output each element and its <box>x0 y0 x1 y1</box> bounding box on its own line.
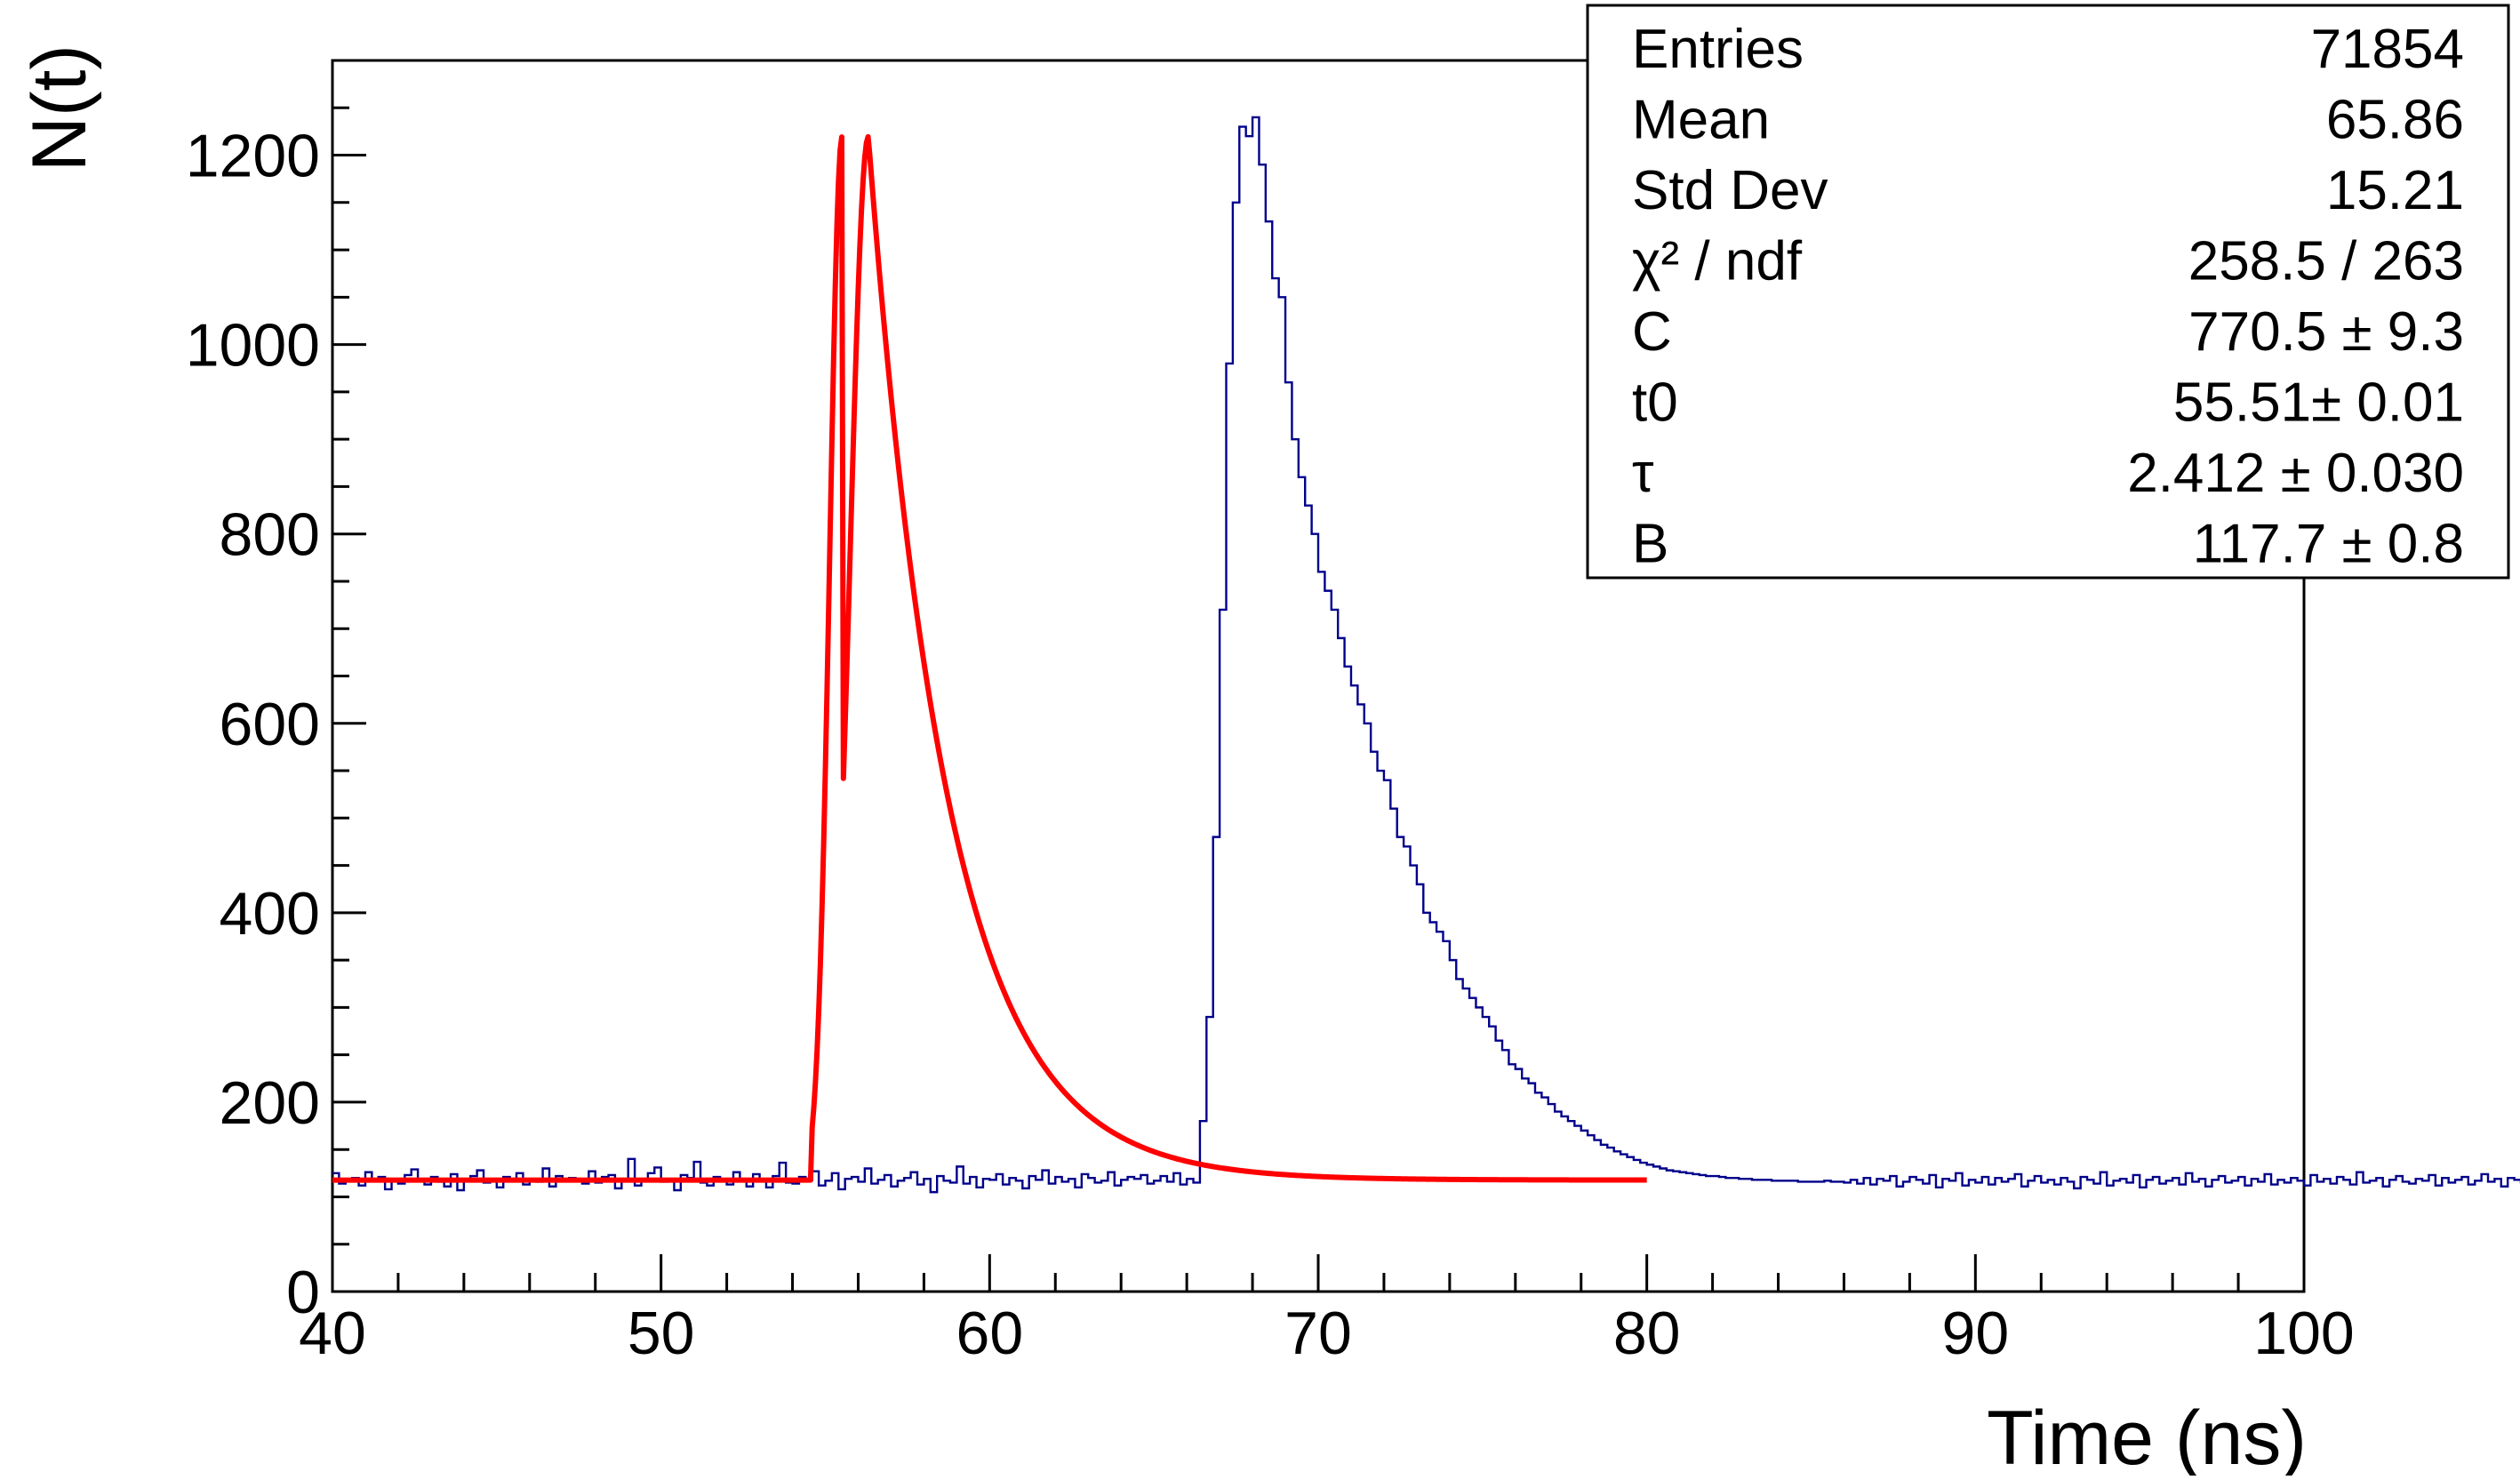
stats-row-label: t0 <box>1632 372 1678 434</box>
x-tick-label: 90 <box>1942 1300 2010 1367</box>
stats-row-value: 55.51± 0.01 <box>2173 372 2464 434</box>
stats-row-label: C <box>1632 301 1672 363</box>
stats-row-label: Std Dev <box>1632 160 1828 221</box>
x-tick-label: 100 <box>2253 1300 2354 1367</box>
x-axis-title: Time (ns) <box>1987 1396 2307 1476</box>
stats-row-label: τ <box>1632 443 1654 504</box>
x-tick-label: 70 <box>1284 1300 1352 1367</box>
histogram-series <box>332 116 2520 1194</box>
stats-row-label: B <box>1632 514 1668 575</box>
x-tick-label: 60 <box>956 1300 1024 1367</box>
stats-row-value: 65.86 <box>2326 90 2464 151</box>
y-tick-label: 1000 <box>186 312 320 380</box>
y-tick-label: 600 <box>220 691 320 758</box>
y-tick-label: 1200 <box>186 123 320 190</box>
stats-row-value: 2.412 ± 0.030 <box>2127 443 2464 504</box>
y-tick-label: 200 <box>220 1069 320 1137</box>
stats-row-label: Mean <box>1632 90 1770 151</box>
stats-box-frame <box>1586 4 2510 580</box>
fit-curve <box>331 133 1648 1183</box>
x-tick-label: 50 <box>628 1300 695 1367</box>
y-tick-label: 0 <box>286 1259 320 1326</box>
stats-row-value: 770.5 ± 9.3 <box>2188 301 2464 363</box>
x-tick-label: 80 <box>1613 1300 1681 1367</box>
stats-row-value: 117.7 ± 0.8 <box>2193 514 2464 575</box>
stats-row-value: 258.5 / 263 <box>2188 231 2464 292</box>
stats-box: Entries 71854 Mean 65.86 Std Dev 15.21 χ² / nd… <box>1586 4 2510 580</box>
x-tick-label: 40 <box>299 1300 366 1367</box>
histogram-line <box>332 116 2520 1194</box>
stats-row-value: 15.21 <box>2326 160 2464 221</box>
y-tick-label: 800 <box>220 501 320 569</box>
stats-row-value: 71854 <box>2311 19 2464 80</box>
y-tick-label: 400 <box>220 880 320 948</box>
stats-row-label: Entries <box>1632 19 1804 80</box>
fit-curve-series <box>331 133 1648 1183</box>
stats-row-label: χ² / ndf <box>1632 231 1803 292</box>
y-axis-title: N(t) <box>17 44 102 172</box>
